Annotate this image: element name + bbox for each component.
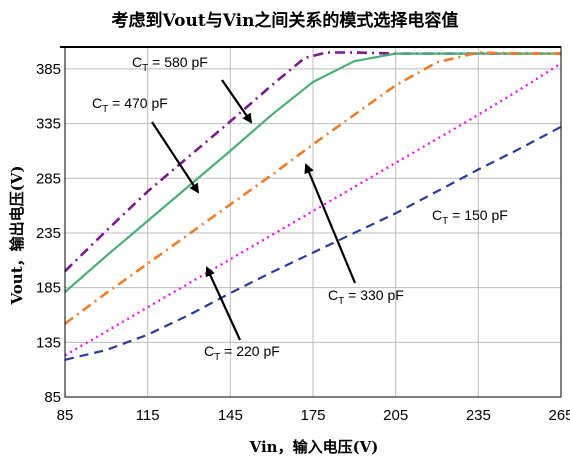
y-tick-label: 135: [36, 334, 61, 351]
x-tick-label: 235: [466, 407, 491, 424]
tick-labels: 85 115 145 175 205 235 265 85 135 185 235 285 335 385: [36, 61, 570, 424]
series-line-ct-=-470-pf: [64, 52, 561, 293]
x-tick-label: 115: [136, 407, 160, 424]
series-label-4: CT = 150 pF: [432, 207, 508, 227]
annotation-arrow-1: [151, 121, 200, 194]
series-label-3: CT = 220 pF: [204, 343, 280, 363]
annotations: CT = 580 pF CT = 470 pF CT = 330 pF CT = 22…: [92, 54, 508, 363]
x-tick-label: 175: [300, 407, 325, 424]
y-tick-label: 385: [36, 61, 61, 78]
grid: [64, 47, 562, 398]
series-label-2: CT = 330 pF: [328, 287, 404, 307]
x-tick-label: 205: [383, 407, 408, 424]
series-group: [64, 51, 562, 361]
y-tick-label: 235: [36, 225, 61, 242]
annotation-arrow-3: [205, 266, 241, 341]
x-axis-label: Vin，输入电压(V): [249, 438, 379, 456]
annotation-arrow-0: [221, 79, 253, 124]
y-tick-label: 335: [36, 116, 61, 133]
x-tick-label: 145: [218, 407, 243, 424]
chart-title: 考虑到Vout与Vin之间关系的模式选择电容值: [111, 11, 459, 31]
series-line-ct-=-150-pf: [64, 125, 562, 361]
x-tick-label: 265: [548, 407, 570, 424]
y-tick-label: 285: [36, 170, 61, 187]
x-tick-label: 85: [57, 407, 74, 424]
y-tick-label: 185: [36, 280, 61, 297]
y-axis-label: Vout，输出电压(V): [8, 166, 26, 306]
series-label-1: CT = 470 pF: [92, 95, 168, 115]
series-label-0: CT = 580 pF: [132, 54, 208, 74]
axes: [60, 46, 562, 398]
y-tick-label: 85: [44, 389, 61, 406]
series-line-ct-=-580-pf: [64, 51, 561, 273]
annotation-arrow-2: [304, 163, 357, 284]
